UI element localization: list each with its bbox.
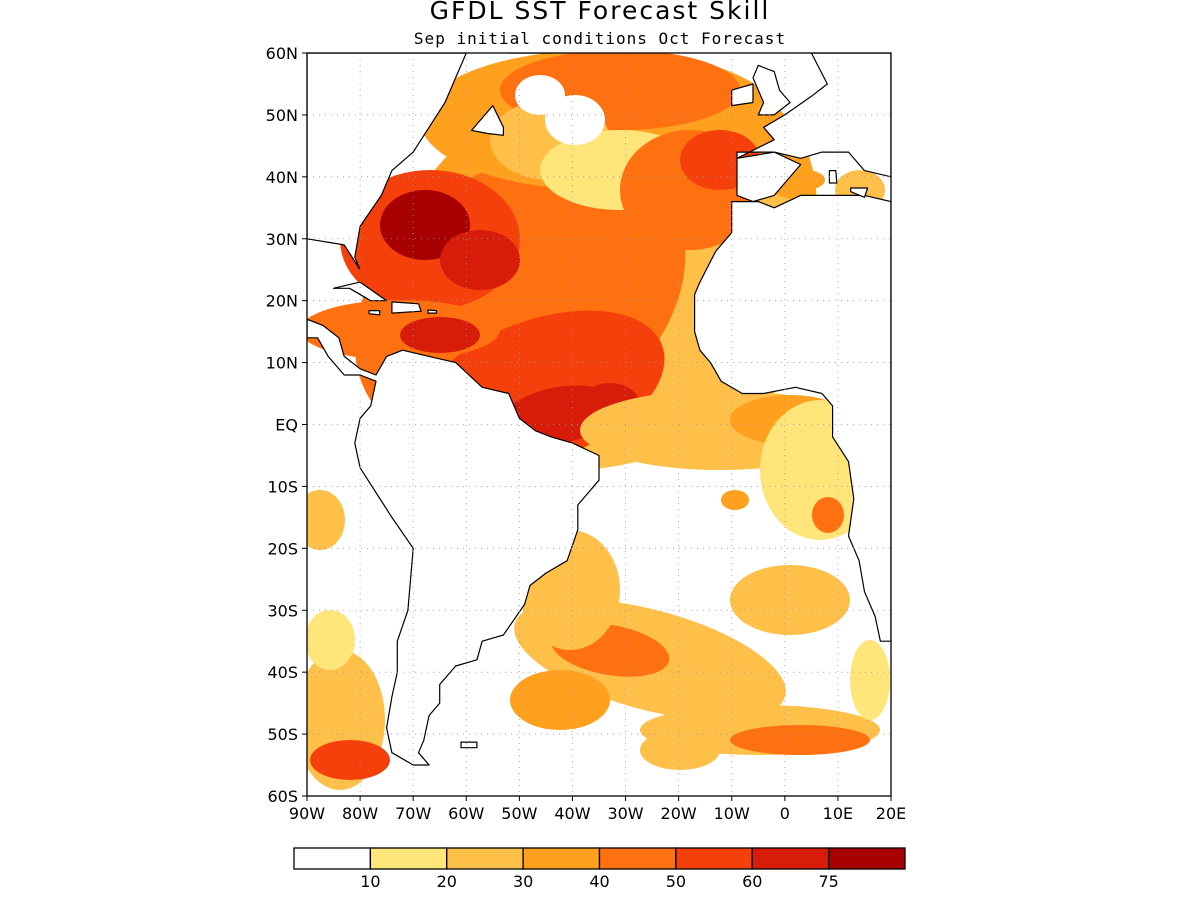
skill-contour [510, 670, 610, 730]
y-tick-label: 20N [266, 292, 298, 311]
x-tick-label: 20W [661, 804, 697, 823]
legend-swatch [369, 847, 448, 870]
y-tick-label: 10N [266, 354, 298, 373]
axis-ticks: 90W 80W 70W 60W 50W 40W 30W 20W 10W 0 10E 20E 60N 50N… [266, 44, 907, 823]
landmass-greenland-edge [508, 53, 552, 54]
skill-contour [730, 565, 850, 635]
y-tick-label: 30N [266, 230, 298, 249]
y-tick-label: 40N [266, 168, 298, 187]
legend-label: 40 [589, 872, 609, 891]
landmass-puerto-rico [427, 309, 438, 314]
x-tick-label: 10W [714, 804, 750, 823]
landmass-north-america [307, 53, 467, 271]
x-tick-label: 40W [554, 804, 590, 823]
color-legend: 10 20 30 40 50 60 75 [293, 847, 906, 891]
y-tick-label: 10S [267, 477, 298, 496]
y-tick-label: 50N [266, 106, 298, 125]
skill-contour [515, 75, 565, 115]
x-tick-label: 20E [876, 804, 906, 823]
y-tick-label: 40S [267, 663, 298, 682]
x-tick-label: 90W [289, 804, 325, 823]
legend-swatch [751, 847, 830, 870]
y-tick-label: 20S [267, 539, 298, 558]
x-tick-label: 70W [395, 804, 431, 823]
skill-contour [307, 610, 355, 670]
skill-contour [785, 170, 825, 190]
x-tick-label: 30W [607, 804, 643, 823]
skill-contour [400, 317, 480, 353]
skill-contour [440, 230, 520, 290]
x-tick-label: 60W [448, 804, 484, 823]
legend-label: 10 [360, 872, 380, 891]
skill-contour [545, 95, 605, 145]
landmass-sardinia-corsica [828, 170, 838, 184]
skill-contour [380, 190, 470, 260]
landmass-iberia [736, 151, 802, 203]
skill-contour [307, 490, 345, 550]
graticule [307, 53, 891, 796]
legend-swatch [293, 847, 372, 870]
skill-contour [812, 497, 844, 533]
x-tick-label: 80W [342, 804, 378, 823]
legend-swatch [827, 847, 906, 870]
y-tick-label: 60S [267, 787, 298, 806]
legend-swatch [522, 847, 601, 870]
landmass-newfoundland [471, 105, 504, 136]
y-tick-label: EQ [275, 416, 298, 435]
landmass-central-america-south-america [307, 318, 600, 766]
legend-label: 75 [818, 872, 838, 891]
skill-contour [730, 725, 870, 755]
legend-label: 20 [437, 872, 457, 891]
legend-swatch [446, 847, 524, 870]
landmass-cuba [332, 281, 388, 302]
map-subtitle: Sep initial conditions Oct Forecast [413, 29, 787, 48]
legend-swatch [598, 847, 677, 870]
legend-swatch [675, 847, 753, 870]
x-tick-label: 50W [501, 804, 537, 823]
skill-contour [310, 740, 390, 780]
x-tick-label: 0 [780, 804, 790, 823]
landmass-africa-europe [694, 194, 891, 642]
legend-label: 30 [513, 872, 533, 891]
y-tick-label: 60N [266, 44, 298, 63]
skill-contour [850, 640, 890, 720]
landmass-sicily [850, 187, 869, 198]
skill-contour [640, 730, 720, 770]
y-tick-label: 30S [267, 601, 298, 620]
landmass-britain [752, 64, 791, 116]
landmass-hispaniola [391, 301, 422, 314]
y-tick-label: 50S [267, 725, 298, 744]
landmass-ireland [731, 83, 754, 107]
landmass-falklands [460, 741, 478, 749]
land-mask [307, 53, 891, 766]
map-title: GFDL SST Forecast Skill [429, 0, 771, 25]
legend-label: 60 [742, 872, 762, 891]
landmass-jamaica [368, 310, 381, 316]
x-tick-label: 10E [823, 804, 853, 823]
skill-contour [721, 490, 749, 510]
landmass-europe [736, 53, 891, 178]
legend-label: 50 [666, 872, 686, 891]
